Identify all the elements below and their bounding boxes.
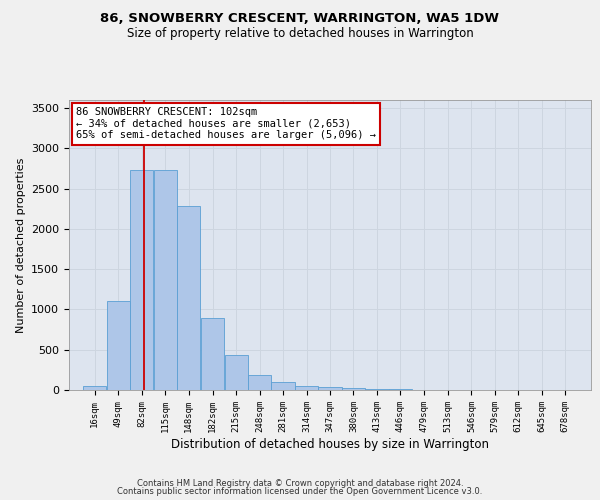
Y-axis label: Number of detached properties: Number of detached properties bbox=[16, 158, 26, 332]
Text: 86, SNOWBERRY CRESCENT, WARRINGTON, WA5 1DW: 86, SNOWBERRY CRESCENT, WARRINGTON, WA5 … bbox=[101, 12, 499, 26]
Bar bbox=[248, 375, 271, 390]
Text: Size of property relative to detached houses in Warrington: Size of property relative to detached ho… bbox=[127, 28, 473, 40]
Bar bbox=[177, 206, 200, 390]
Text: Contains HM Land Registry data © Crown copyright and database right 2024.: Contains HM Land Registry data © Crown c… bbox=[137, 478, 463, 488]
Bar bbox=[83, 386, 106, 390]
Bar bbox=[271, 382, 295, 390]
Bar bbox=[342, 388, 365, 390]
Bar bbox=[201, 318, 224, 390]
Bar bbox=[365, 389, 389, 390]
Bar bbox=[130, 170, 154, 390]
Bar bbox=[295, 386, 318, 390]
Bar bbox=[107, 302, 130, 390]
Text: 86 SNOWBERRY CRESCENT: 102sqm
← 34% of detached houses are smaller (2,653)
65% o: 86 SNOWBERRY CRESCENT: 102sqm ← 34% of d… bbox=[76, 108, 376, 140]
Bar bbox=[319, 387, 341, 390]
Bar bbox=[224, 356, 248, 390]
Bar bbox=[154, 170, 177, 390]
Text: Contains public sector information licensed under the Open Government Licence v3: Contains public sector information licen… bbox=[118, 487, 482, 496]
X-axis label: Distribution of detached houses by size in Warrington: Distribution of detached houses by size … bbox=[171, 438, 489, 450]
